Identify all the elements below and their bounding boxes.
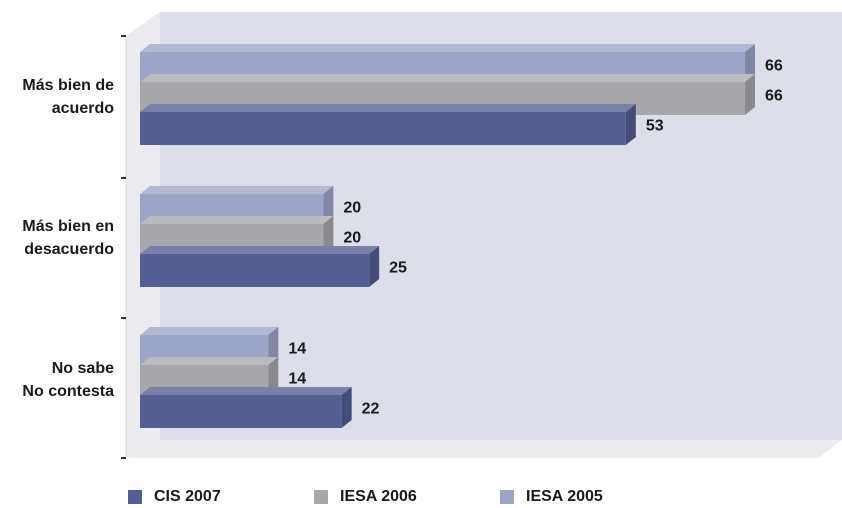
legend: CIS 2007 IESA 2006 IESA 2005 bbox=[128, 486, 686, 508]
chart-floor bbox=[126, 440, 842, 458]
legend-swatch bbox=[314, 490, 328, 504]
legend-label: CIS 2007 bbox=[154, 488, 221, 505]
legend-swatch bbox=[128, 490, 142, 504]
category-label: Más bien de bbox=[22, 77, 114, 94]
bar-top-face bbox=[140, 357, 279, 365]
bar-value-label: 25 bbox=[389, 260, 407, 277]
bar-value-label: 66 bbox=[765, 88, 783, 105]
bar-value-label: 22 bbox=[362, 401, 380, 418]
bar-side-face bbox=[625, 104, 636, 145]
bar-top-face bbox=[140, 216, 334, 224]
bar-value-label: 20 bbox=[343, 230, 361, 247]
legend-item: IESA 2005 bbox=[500, 486, 686, 508]
category-label: Más bien en bbox=[22, 218, 114, 235]
legend-label: IESA 2006 bbox=[340, 488, 417, 505]
bar-front-face bbox=[140, 112, 626, 145]
bar-top-face bbox=[140, 387, 352, 395]
bar-value-label: 14 bbox=[288, 341, 306, 358]
bar-cis-2007-3 bbox=[140, 387, 352, 428]
bar-front-face bbox=[140, 254, 370, 287]
legend-label: IESA 2005 bbox=[526, 488, 603, 505]
bar-value-label: 53 bbox=[646, 118, 664, 135]
bar-top-face bbox=[140, 327, 279, 335]
bar-front-face bbox=[140, 395, 342, 428]
bar-side-face bbox=[369, 246, 380, 287]
category-label: desacuerdo bbox=[24, 241, 114, 258]
bar-cis-2007-2 bbox=[140, 246, 380, 287]
legend-swatch bbox=[500, 490, 514, 504]
bar-top-face bbox=[140, 104, 636, 112]
category-label: No contesta bbox=[22, 383, 114, 400]
bar-cis-2007-1 bbox=[140, 104, 636, 145]
bar-side-face bbox=[745, 74, 755, 115]
bar-top-face bbox=[140, 44, 755, 52]
category-label: acuerdo bbox=[52, 100, 114, 117]
bar-value-label: 20 bbox=[343, 200, 361, 217]
bar-side-face bbox=[341, 387, 352, 428]
bar-top-face bbox=[140, 246, 380, 254]
legend-item: CIS 2007 bbox=[128, 486, 314, 508]
bar-top-face bbox=[140, 74, 755, 82]
bar-top-face bbox=[140, 186, 334, 194]
legend-item: IESA 2006 bbox=[314, 486, 500, 508]
category-label: No sabe bbox=[52, 360, 114, 377]
bar-value-label: 14 bbox=[288, 371, 306, 388]
bar-value-label: 66 bbox=[765, 58, 783, 75]
